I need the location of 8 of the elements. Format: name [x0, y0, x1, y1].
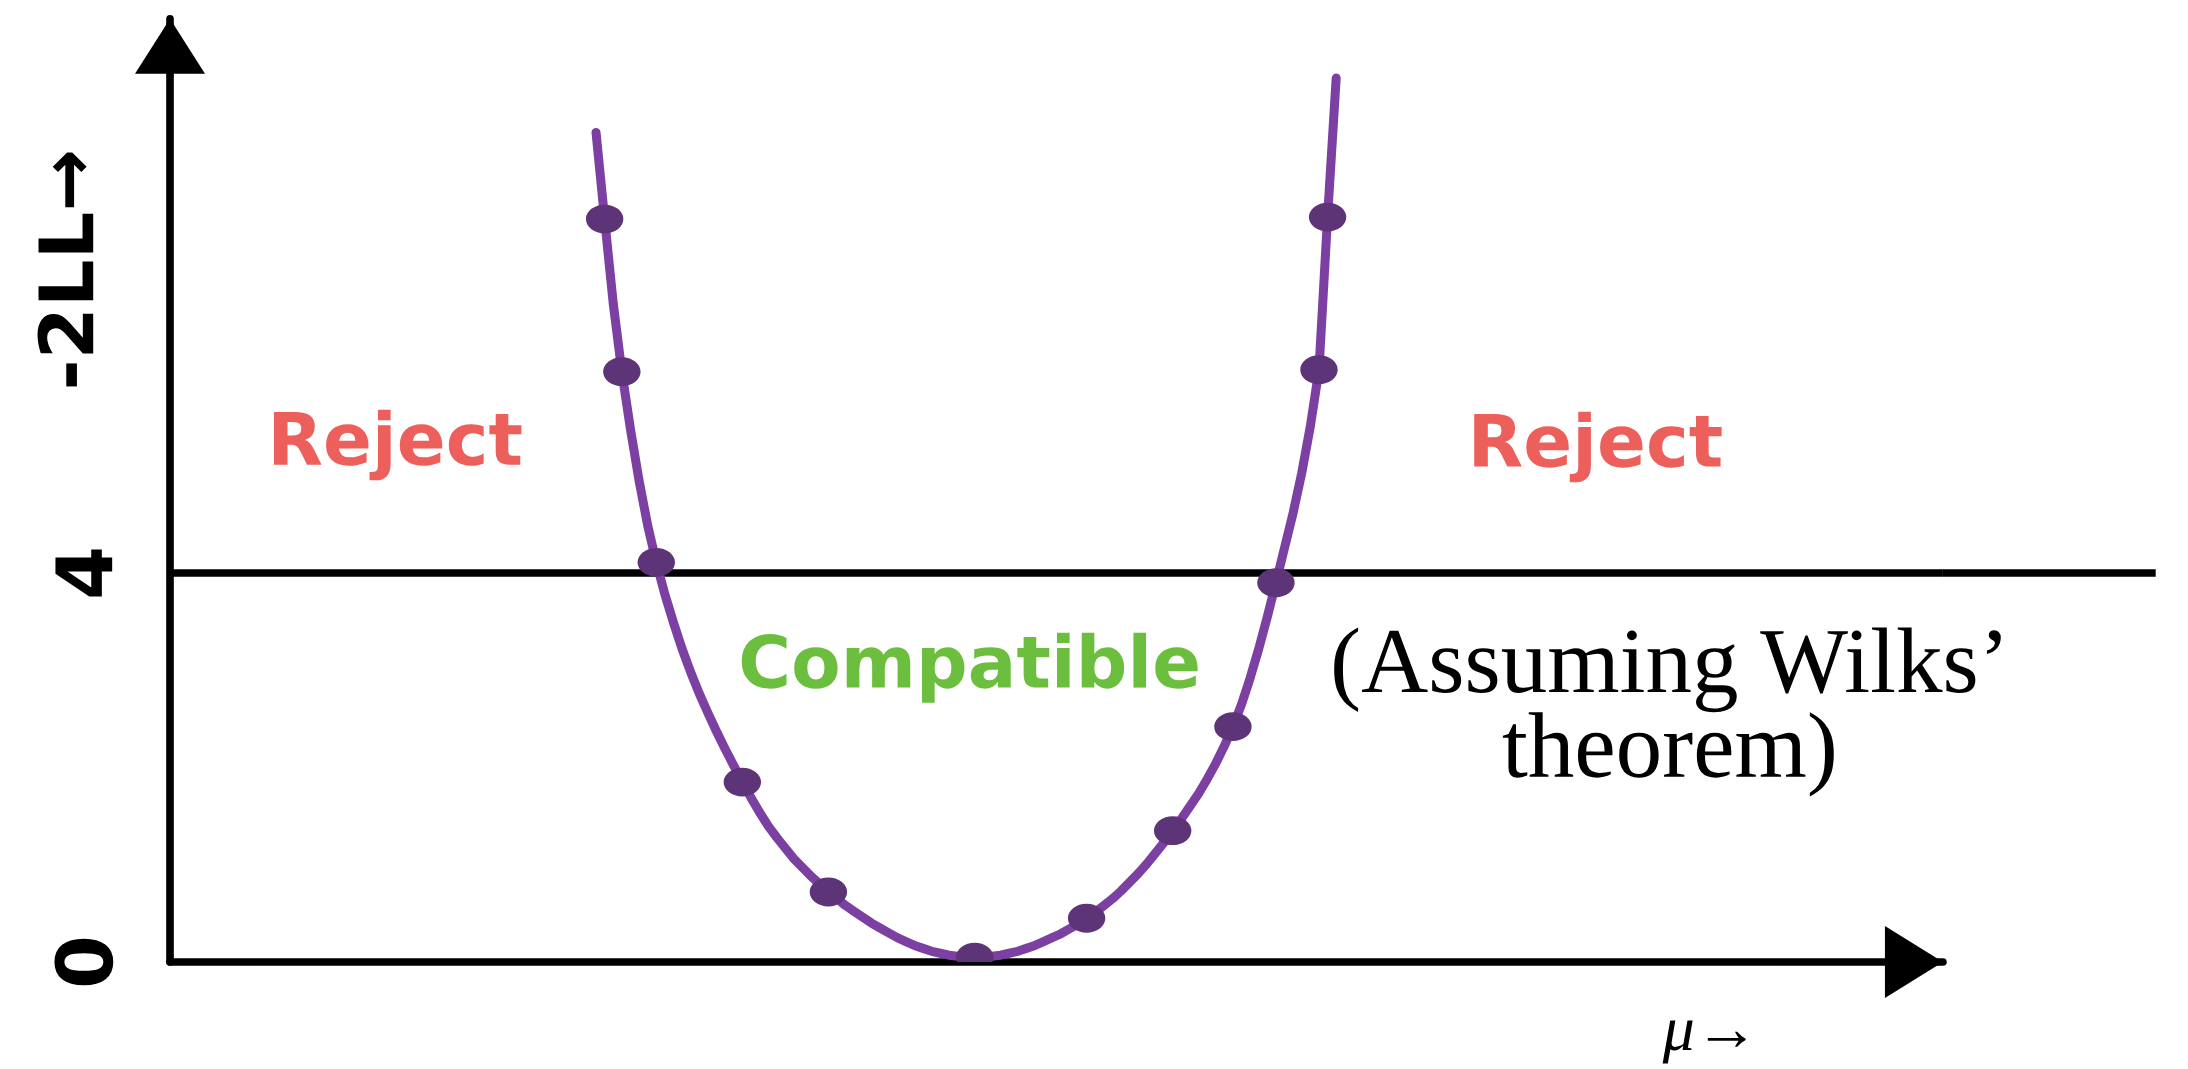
- x-axis-title: μ→: [1662, 1020, 1746, 1064]
- y-axis-title: -2LL→: [37, 152, 94, 387]
- annotation: (Assuming Wilks’ theorem): [1334, 627, 2001, 797]
- annotation: Reject: [1474, 411, 1722, 483]
- y-tick-label: 0: [54, 938, 114, 986]
- annotation: Compatible: [741, 632, 1198, 703]
- annotation: Reject: [273, 409, 522, 481]
- y-tick-label: 4: [55, 549, 113, 597]
